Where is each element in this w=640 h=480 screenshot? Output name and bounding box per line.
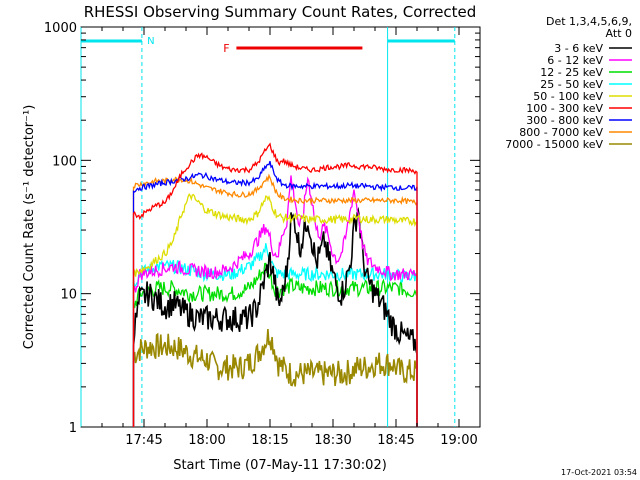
legend-entry-label: 7000 - 15000 keV <box>505 138 603 151</box>
legend-entry-label: 100 - 300 keV <box>526 102 603 115</box>
legend-entry-label: 3 - 6 keV <box>554 42 603 55</box>
legend-header-line-2: Att 0 <box>606 27 632 40</box>
series-line <box>132 142 418 427</box>
series-line <box>132 160 418 427</box>
series-line <box>132 206 418 427</box>
y-tick-label: 1 <box>69 421 77 436</box>
legend-entry-label: 50 - 100 keV <box>533 90 603 103</box>
series-line <box>132 193 418 427</box>
series-layer <box>132 142 418 427</box>
series-line <box>132 329 418 427</box>
y-tick-label: 1000 <box>44 21 77 36</box>
chart-title: RHESSI Observing Summary Count Rates, Co… <box>84 3 477 21</box>
night-label: N <box>147 36 154 47</box>
y-axis-label: Corrected Count Rate (s⁻¹ detector⁻¹) <box>22 105 37 350</box>
legend-entry-label: 6 - 12 keV <box>547 54 603 67</box>
series-line <box>132 243 418 427</box>
x-tick-label: 18:15 <box>251 433 288 448</box>
legend-entry-label: 800 - 7000 keV <box>519 126 603 139</box>
legend-entry-label: 12 - 25 keV <box>540 66 603 79</box>
y-tick-label: 100 <box>52 154 77 169</box>
plot-frame <box>80 26 481 428</box>
annotations: NF <box>80 27 456 427</box>
series-line <box>132 173 418 427</box>
y-axis: 1 10 100 1000 <box>44 21 480 436</box>
x-axis: 17:45 18:00 18:15 18:30 18:45 19:00 <box>101 27 478 448</box>
timestamp: 17-Oct-2021 03:54 <box>561 468 637 477</box>
x-tick-label: 18:00 <box>188 433 225 448</box>
x-tick-label: 17:45 <box>125 433 162 448</box>
series-line <box>132 175 418 427</box>
x-tick-label: 18:45 <box>377 433 414 448</box>
legend-entry-label: 300 - 800 keV <box>526 114 603 127</box>
x-axis-label: Start Time (07-May-11 17:30:02) <box>173 458 387 473</box>
series-line <box>132 262 418 427</box>
x-tick-label: 19:00 <box>440 433 477 448</box>
y-tick-label: 10 <box>60 288 77 303</box>
flare-label: F <box>223 42 229 55</box>
x-tick-label: 18:30 <box>314 433 351 448</box>
legend-entry-label: 25 - 50 keV <box>540 78 603 91</box>
legend-header-line-1: Det 1,3,4,5,6,9, <box>546 15 632 28</box>
